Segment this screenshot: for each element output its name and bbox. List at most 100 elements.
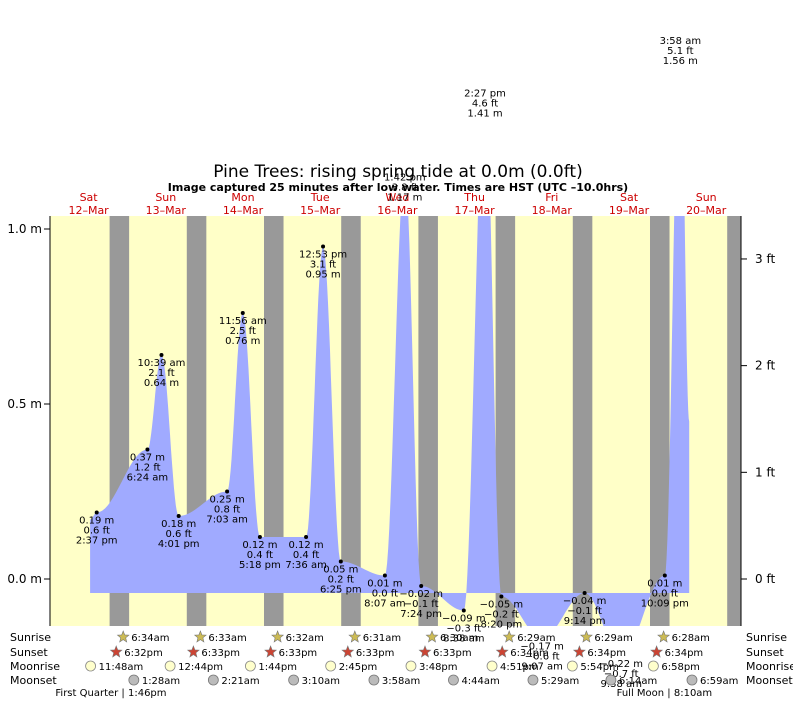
tide-label-line: 2.5 ft — [230, 326, 256, 337]
tide-label-line: 0.12 m — [288, 540, 323, 551]
day-label-date: 20–Mar — [686, 204, 727, 217]
sunrise-time: 6:33am — [208, 633, 246, 644]
tide-point — [176, 514, 181, 518]
tide-annotation: −0.22 m−0.7 ft9:38 am — [599, 659, 643, 690]
tide-label-line: 5:18 pm — [239, 560, 281, 571]
tide-label-line: −0.6 ft — [525, 652, 560, 663]
left-tick-label: 1.0 m — [7, 222, 42, 236]
tide-label-line: 6:24 am — [127, 473, 169, 484]
tide-label-line: 9:14 pm — [564, 616, 606, 627]
legend-row-label-right: Moonrise — [746, 660, 793, 673]
tide-annotation: 12:53 pm3.1 ft0.95 m — [299, 244, 347, 281]
tide-label-line: −0.05 m — [480, 600, 524, 611]
sunrise-icon — [657, 630, 671, 643]
tide-annotation: 0.18 m0.6 ft4:01 pm — [158, 514, 200, 550]
tide-label-line: 3:58 am — [660, 36, 702, 47]
sunrise-icon — [271, 630, 285, 643]
tide-label-line: 7:24 pm — [400, 609, 442, 620]
sunrise-time: 6:32am — [286, 633, 324, 644]
tide-label-line: −0.2 ft — [484, 610, 519, 621]
tide-label-line: −0.17 m — [520, 642, 564, 653]
night-band — [263, 216, 284, 626]
day-label-dow: Sun — [155, 191, 176, 204]
moonrise-icon — [85, 660, 96, 672]
moonset-time: 6:14am — [619, 676, 657, 687]
tide-label-line: −0.09 m — [442, 614, 486, 625]
tide-label-line: 0.95 m — [305, 270, 340, 281]
tide-label-line: 0.05 m — [323, 565, 358, 576]
sunset-time: 6:33pm — [201, 648, 240, 659]
tide-curve-area — [90, 216, 690, 626]
day-label-date: 12–Mar — [68, 204, 109, 217]
legend-row-label-right: Moonset — [746, 674, 793, 687]
tide-point — [159, 353, 164, 357]
sunrise-time: 6:30am — [440, 633, 478, 644]
sunset-time: 6:33pm — [356, 648, 395, 659]
night-band — [727, 216, 741, 626]
tide-point — [499, 594, 504, 599]
night-band — [649, 216, 670, 626]
moonrise-icon — [245, 660, 256, 672]
day-label-date: 18–Mar — [532, 204, 573, 217]
day-label-date: 14–Mar — [223, 204, 264, 217]
moonset-time: 3:10am — [302, 676, 340, 687]
day-label-dow: Sat — [80, 191, 99, 204]
tide-label-line: 5.1 ft — [667, 46, 693, 57]
tide-label-line: 2.1 ft — [148, 368, 174, 379]
tide-annotation: 0.37 m1.2 ft6:24 am — [127, 447, 169, 484]
tide-label-line: 4:01 pm — [158, 539, 200, 550]
tide-label-line: 7:03 am — [206, 515, 248, 526]
moonrise-time: 12:44pm — [178, 662, 223, 673]
tide-annotation: 0.12 m0.4 ft7:36 am — [285, 535, 327, 571]
tide-point — [382, 573, 387, 578]
tide-point — [582, 591, 587, 595]
tide-annotation: −0.09 m−0.3 ft8:38 am — [442, 608, 486, 645]
moonset-time: 2:21am — [221, 676, 259, 687]
night-band — [572, 216, 593, 626]
sunset-icon — [109, 645, 123, 658]
sunrise-icon — [193, 630, 207, 643]
day-label-date: 13–Mar — [146, 204, 187, 217]
tide-label-line: 12:53 pm — [299, 250, 347, 261]
moonset-icon — [448, 674, 459, 686]
tide-label-line: 0.01 m — [647, 579, 682, 590]
day-label-dow: Wed — [385, 191, 409, 204]
day-labels: Sat12–MarSun13–MarMon14–MarTue15–MarWed1… — [68, 191, 726, 217]
right-tick-label: 3 ft — [755, 252, 775, 266]
chart-title: Pine Trees: rising spring tide at 0.0m (… — [213, 162, 582, 182]
day-label-dow: Fri — [545, 191, 558, 204]
moon-phase-label: First Quarter | 1:46pm — [55, 688, 166, 699]
sunrise-icon — [348, 630, 362, 643]
tide-label-line: 10:39 am — [138, 358, 186, 369]
day-label-date: 17–Mar — [454, 204, 495, 217]
tide-label-line: 0.6 ft — [166, 529, 192, 540]
sunset-time: 6:33pm — [279, 648, 318, 659]
moonset-time: 4:44am — [461, 676, 499, 687]
tide-label-line: 2:27 pm — [464, 89, 506, 100]
tide-point — [338, 559, 343, 564]
tide-point — [94, 510, 99, 515]
tide-label-line: 1:42 pm — [384, 173, 426, 184]
moonset-icon — [288, 674, 300, 686]
chart-subtitle: Image captured 25 minutes after low wate… — [168, 181, 628, 194]
sunset-time: 6:34pm — [587, 648, 626, 659]
tide-label-line: 8:20 pm — [481, 620, 523, 631]
tide-label-line: 1.56 m — [663, 56, 698, 67]
tide-label-line: 0.64 m — [144, 378, 179, 389]
tide-label-line: 4.6 ft — [472, 99, 498, 110]
sunrise-icon — [425, 630, 439, 643]
tide-annotation: −0.04 m−0.1 ft9:14 pm — [563, 591, 606, 627]
moonset-icon — [605, 674, 617, 686]
night-band — [418, 216, 438, 626]
moonrise-icon — [566, 660, 578, 672]
tide-point — [304, 535, 309, 539]
tide-label-line: 0.12 m — [242, 540, 277, 551]
tide-label-line: 0.6 ft — [84, 526, 110, 537]
tide-annotation: −0.05 m−0.2 ft8:20 pm — [480, 594, 524, 631]
axes: 1.0 m 0.5 m 0.0 m 3 ft 2 ft 1 ft 0 ft — [7, 216, 775, 626]
tide-label-line: 1.2 ft — [134, 463, 160, 474]
tide-annotation: 10:39 am2.1 ft0.64 m — [138, 353, 186, 389]
tide-label-line: −0.1 ft — [404, 599, 439, 610]
